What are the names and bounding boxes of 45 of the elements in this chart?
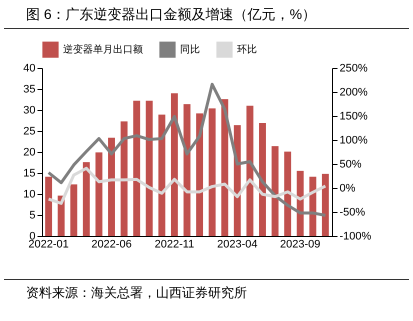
y2-tick-label: 50% <box>340 158 362 170</box>
bar <box>133 100 140 236</box>
y2-tick-label: -50% <box>340 206 366 218</box>
x-tick-label: 2022-06 <box>91 238 132 250</box>
bar <box>120 121 128 236</box>
bar <box>284 152 292 236</box>
bar <box>272 146 279 236</box>
bar <box>170 93 178 236</box>
legend-label: 环比 <box>237 44 257 56</box>
x-tick-label: 2023-09 <box>280 238 320 250</box>
legend-label: 同比 <box>180 44 200 56</box>
y2-tick-label: 250% <box>340 62 368 74</box>
bar <box>108 138 115 236</box>
bar <box>45 176 52 236</box>
y-tick-label: 35 <box>23 84 36 96</box>
bar <box>208 108 216 236</box>
y-tick-label: 30 <box>23 104 36 116</box>
bar <box>246 106 254 236</box>
line-series <box>47 82 327 217</box>
bar <box>70 184 78 236</box>
bar <box>259 123 266 236</box>
line-series <box>47 166 327 205</box>
y-tick-label: 20 <box>23 146 36 158</box>
y2-tick-label: 200% <box>340 86 368 98</box>
y-tick-label: 15 <box>23 168 36 180</box>
y2-tick-label: 100% <box>340 134 368 146</box>
x-tick-label: 2023-04 <box>217 238 258 250</box>
y2-tick-label: 150% <box>340 110 368 122</box>
x-tick-label: 2022-01 <box>28 238 69 250</box>
bar <box>82 162 90 236</box>
bar <box>158 114 166 236</box>
y-tick-label: 10 <box>23 188 36 200</box>
chart-title: 图 6：广东逆变器出口金额及增速（亿元，%） <box>4 0 409 29</box>
bar <box>196 113 204 236</box>
bar <box>322 174 329 236</box>
bar <box>184 104 190 236</box>
y-tick-label: 40 <box>23 62 36 74</box>
y2-tick-label: -100% <box>340 230 372 242</box>
legend-label: 逆变器单月出口额 <box>63 44 143 56</box>
text: 资料来源：海关总署，山西证券研究所 <box>4 279 409 302</box>
y2-tick-label: 0% <box>340 182 356 194</box>
bar <box>95 152 102 236</box>
y-tick-label: 25 <box>23 126 36 138</box>
y-tick-label: 5 <box>29 210 36 222</box>
x-tick-label: 2022-11 <box>154 238 194 250</box>
